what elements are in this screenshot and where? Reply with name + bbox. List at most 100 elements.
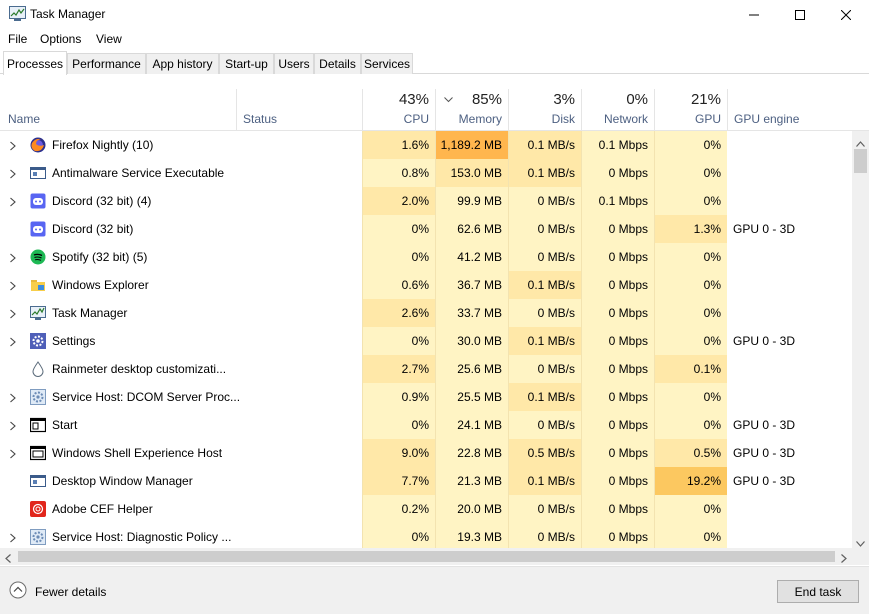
column-network[interactable]: 0% Network	[581, 89, 654, 131]
column-memory[interactable]: 85% Memory	[435, 89, 508, 131]
network-cell: 0 Mbps	[581, 495, 654, 523]
process-row[interactable]: Adobe CEF Helper 0.2% 20.0 MB 0 MB/s 0 Mbps 0…	[0, 495, 852, 523]
expand-chevron-right-icon[interactable]	[9, 140, 17, 151]
tab-app-history[interactable]: App history	[146, 53, 219, 74]
end-task-button[interactable]: End task	[777, 580, 859, 603]
process-row[interactable]: Antimalware Service Executable 0.8% 153.0 …	[0, 159, 852, 187]
gpu-cell: 19.2%	[654, 467, 727, 495]
horizontal-scrollbar[interactable]	[0, 548, 869, 565]
process-name: Discord (32 bit) (4)	[52, 194, 152, 208]
process-row[interactable]: Settings 0% 30.0 MB 0.1 MB/s 0 Mbps 0% GPU 0 -…	[0, 327, 852, 355]
disk-cell: 0 MB/s	[508, 495, 581, 523]
expand-chevron-right-icon[interactable]	[9, 336, 17, 347]
network-cell: 0 Mbps	[581, 467, 654, 495]
column-gpu-engine[interactable]: GPU engine	[727, 89, 869, 131]
tab-performance[interactable]: Performance	[67, 53, 146, 74]
scroll-down-arrow-icon[interactable]	[856, 536, 865, 550]
process-row[interactable]: Rainmeter desktop customizati... 2.7% 25.6…	[0, 355, 852, 383]
gpu-engine-cell: GPU 0 - 3D	[733, 222, 796, 236]
expand-chevron-right-icon[interactable]	[9, 448, 17, 459]
disk-cell: 0 MB/s	[508, 411, 581, 439]
disk-cell: 0.5 MB/s	[508, 439, 581, 467]
expand-chevron-right-icon[interactable]	[9, 168, 17, 179]
process-row[interactable]: Firefox Nightly (10) 1.6% 1,189.2 MB 0.1 MB…	[0, 131, 852, 159]
process-row[interactable]: Task Manager 2.6% 33.7 MB 0 MB/s 0 Mbps 0%	[0, 299, 852, 327]
expand-chevron-right-icon[interactable]	[9, 280, 17, 291]
tab-processes[interactable]: Processes	[3, 51, 67, 75]
expand-chevron-right-icon[interactable]	[9, 196, 17, 207]
process-row[interactable]: Discord (32 bit) (4) 2.0% 99.9 MB 0 MB/s 0.1…	[0, 187, 852, 215]
column-gpu[interactable]: 21% GPU	[654, 89, 727, 131]
tab-details[interactable]: Details	[314, 53, 361, 74]
memory-cell: 153.0 MB	[435, 159, 508, 187]
vertical-scrollbar[interactable]	[852, 131, 869, 548]
cpu-cell: 0%	[362, 327, 435, 355]
process-list: Firefox Nightly (10) 1.6% 1,189.2 MB 0.1 MB…	[0, 131, 852, 548]
column-name[interactable]: Name	[8, 112, 41, 126]
cpu-cell: 1.6%	[362, 131, 435, 159]
memory-cell: 25.6 MB	[435, 355, 508, 383]
gpu-engine-cell: GPU 0 - 3D	[733, 446, 796, 460]
disk-cell: 0.1 MB/s	[508, 271, 581, 299]
tab-users[interactable]: Users	[274, 53, 314, 74]
process-row[interactable]: Service Host: DCOM Server Proc... 0.9% 25.…	[0, 383, 852, 411]
gpu-cell: 0%	[654, 383, 727, 411]
process-name: Windows Shell Experience Host	[52, 446, 223, 460]
menu-file[interactable]: File	[8, 32, 28, 46]
gpu-cell: 0%	[654, 495, 727, 523]
process-row[interactable]: Windows Shell Experience Host 9.0% 22.8 MB…	[0, 439, 852, 467]
cpu-cell: 0.9%	[362, 383, 435, 411]
disk-cell: 0.1 MB/s	[508, 383, 581, 411]
start-window-icon	[29, 417, 47, 433]
disk-cell: 0.1 MB/s	[508, 159, 581, 187]
fewer-details-button[interactable]: Fewer details	[9, 581, 106, 602]
column-disk[interactable]: 3% Disk	[508, 89, 581, 131]
memory-cell: 41.2 MB	[435, 243, 508, 271]
process-row[interactable]: Service Host: Diagnostic Policy ... 0% 19.…	[0, 523, 852, 548]
process-name: Settings	[52, 334, 96, 348]
memory-cell: 22.8 MB	[435, 439, 508, 467]
gpu-engine-cell: GPU 0 - 3D	[733, 474, 796, 488]
process-row[interactable]: Start 0% 24.1 MB 0 MB/s 0 Mbps 0% GPU 0 - 3D	[0, 411, 852, 439]
folder-icon	[30, 277, 46, 293]
expand-chevron-right-icon[interactable]	[9, 308, 17, 319]
tab-startup[interactable]: Start-up	[219, 53, 274, 74]
expand-chevron-right-icon[interactable]	[9, 532, 17, 543]
maximize-button[interactable]	[777, 0, 823, 30]
disk-cell: 0 MB/s	[508, 299, 581, 327]
settings-gear-icon	[30, 333, 46, 349]
scroll-up-arrow-icon[interactable]	[856, 136, 865, 150]
gpu-cell: 0%	[654, 131, 727, 159]
process-row[interactable]: Spotify (32 bit) (5) 0% 41.2 MB 0 MB/s 0 Mbp…	[0, 243, 852, 271]
column-cpu[interactable]: 43% CPU	[362, 89, 435, 131]
close-button[interactable]	[823, 0, 869, 30]
expand-chevron-right-icon[interactable]	[9, 392, 17, 403]
firefox-icon	[30, 137, 46, 153]
gpu-engine-cell	[727, 355, 847, 383]
process-name: Service Host: Diagnostic Policy ...	[52, 530, 232, 544]
expand-chevron-right-icon[interactable]	[9, 252, 17, 263]
menu-view[interactable]: View	[96, 32, 122, 46]
process-row[interactable]: Desktop Window Manager 7.7% 21.3 MB 0.1 MB/…	[0, 467, 852, 495]
service-window-icon	[30, 473, 46, 489]
minimize-button[interactable]	[731, 0, 777, 30]
disk-cell: 0.1 MB/s	[508, 327, 581, 355]
scroll-right-arrow-icon[interactable]	[841, 552, 847, 566]
column-status[interactable]: Status	[236, 89, 362, 131]
menu-options[interactable]: Options	[40, 32, 82, 46]
process-row[interactable]: Windows Explorer 0.6% 36.7 MB 0.1 MB/s 0 Mbp…	[0, 271, 852, 299]
horizontal-scroll-thumb[interactable]	[18, 551, 835, 562]
network-cell: 0 Mbps	[581, 327, 654, 355]
gpu-engine-cell	[727, 523, 847, 548]
vertical-scroll-thumb[interactable]	[854, 149, 867, 173]
cpu-cell: 0%	[362, 523, 435, 548]
process-row[interactable]: Discord (32 bit) 0% 62.6 MB 0 MB/s 0 Mbps 1.3…	[0, 215, 852, 243]
gpu-cell: 0.1%	[654, 355, 727, 383]
expand-chevron-right-icon[interactable]	[9, 420, 17, 431]
cpu-cell: 0%	[362, 215, 435, 243]
memory-cell: 30.0 MB	[435, 327, 508, 355]
tab-services[interactable]: Services	[361, 53, 413, 74]
process-name: Service Host: DCOM Server Proc...	[52, 390, 241, 404]
scroll-left-arrow-icon[interactable]	[5, 552, 11, 566]
memory-cell: 25.5 MB	[435, 383, 508, 411]
